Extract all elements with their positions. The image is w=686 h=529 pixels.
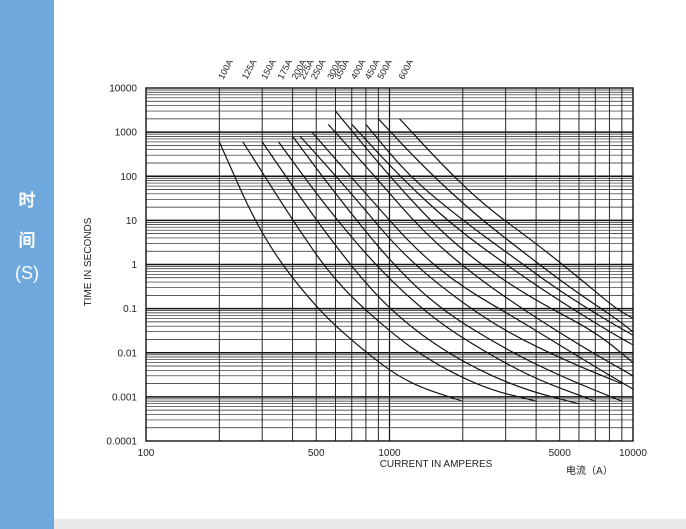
curve-300a [327,123,634,377]
y-tick-label: 1000 [115,128,138,139]
curve-450a [365,124,634,336]
y-tick-label: 0.0001 [106,437,137,448]
side-label-line3: (S) [15,263,39,283]
curve-150a [261,141,580,405]
y-tick-labels: 10000 1000 100 10 1 0.1 0.01 0.001 0.0001 [106,84,137,448]
axes [145,87,634,442]
curve-100a [218,141,463,402]
x-axis-title-cn: 电流（A） [566,464,613,477]
bottom-band [54,519,686,529]
left-axis-band: 时 间 (S) [0,0,54,529]
curve-labels: 100A 125A 150A175A200A225A250A300A350A400A… [216,58,415,81]
x-tick-label: 5000 [549,448,572,459]
y-tick-label: 1 [131,260,137,271]
y-tick-label: 0.001 [112,392,137,403]
curve-400a [351,123,634,346]
curve-225a [299,135,623,385]
curve-600a [399,118,634,319]
y-tick-label: 0.01 [118,348,138,359]
curve-175a [278,141,596,402]
side-label-line2: 间 [18,231,36,251]
curve-500a [377,118,634,333]
x-tick-label: 1000 [378,448,401,459]
plot-border [145,87,634,442]
curve-label-100a: 100A [216,58,235,81]
curve-125a [242,141,537,402]
curve-label-125a: 125A [240,58,259,81]
curve-250a [311,131,634,390]
x-axis-title: CURRENT IN AMPERES [380,459,493,470]
y-tick-label: 0.1 [123,304,137,315]
curves [218,110,634,405]
side-label-line1: 时 [18,191,36,211]
curve-label-600a: 600A [397,58,416,81]
x-tick-label: 10000 [619,448,647,459]
y-axis-title: TIME IN SECONDS [83,217,94,306]
curve-label-150a: 150A [259,58,278,81]
curve-200a [292,136,623,402]
curve-350a [335,110,634,364]
y-tick-label: 100 [120,172,137,183]
y-tick-label: 10000 [109,84,137,95]
y-tick-label: 10 [126,216,138,227]
x-tick-label: 100 [138,448,155,459]
x-tick-labels: 100 500 1000 5000 10000 [138,448,648,459]
x-tick-label: 500 [308,448,325,459]
